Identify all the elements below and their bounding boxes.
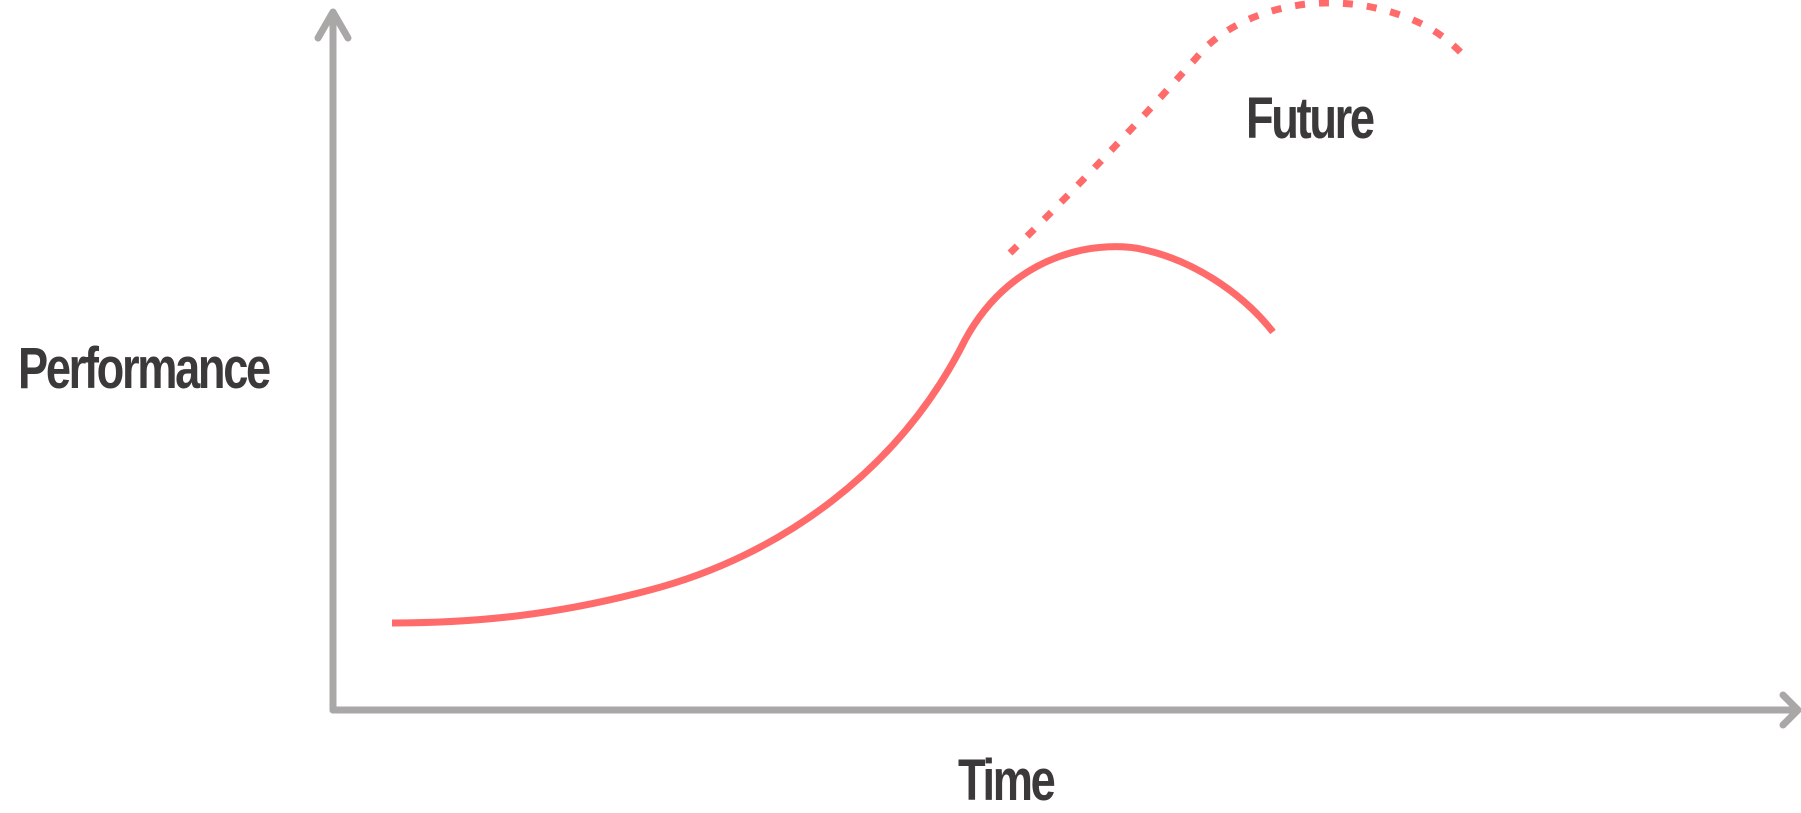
x-axis-label: Time — [958, 748, 1056, 813]
current-performance-curve — [391, 243, 1276, 627]
future-performance-curve — [1007, 0, 1471, 256]
y-axis-arrowhead — [314, 8, 352, 42]
y-axis-label: Performance — [18, 336, 271, 401]
future-curve-label: Future — [1246, 86, 1375, 151]
x-axis-arrowhead — [1779, 691, 1801, 729]
